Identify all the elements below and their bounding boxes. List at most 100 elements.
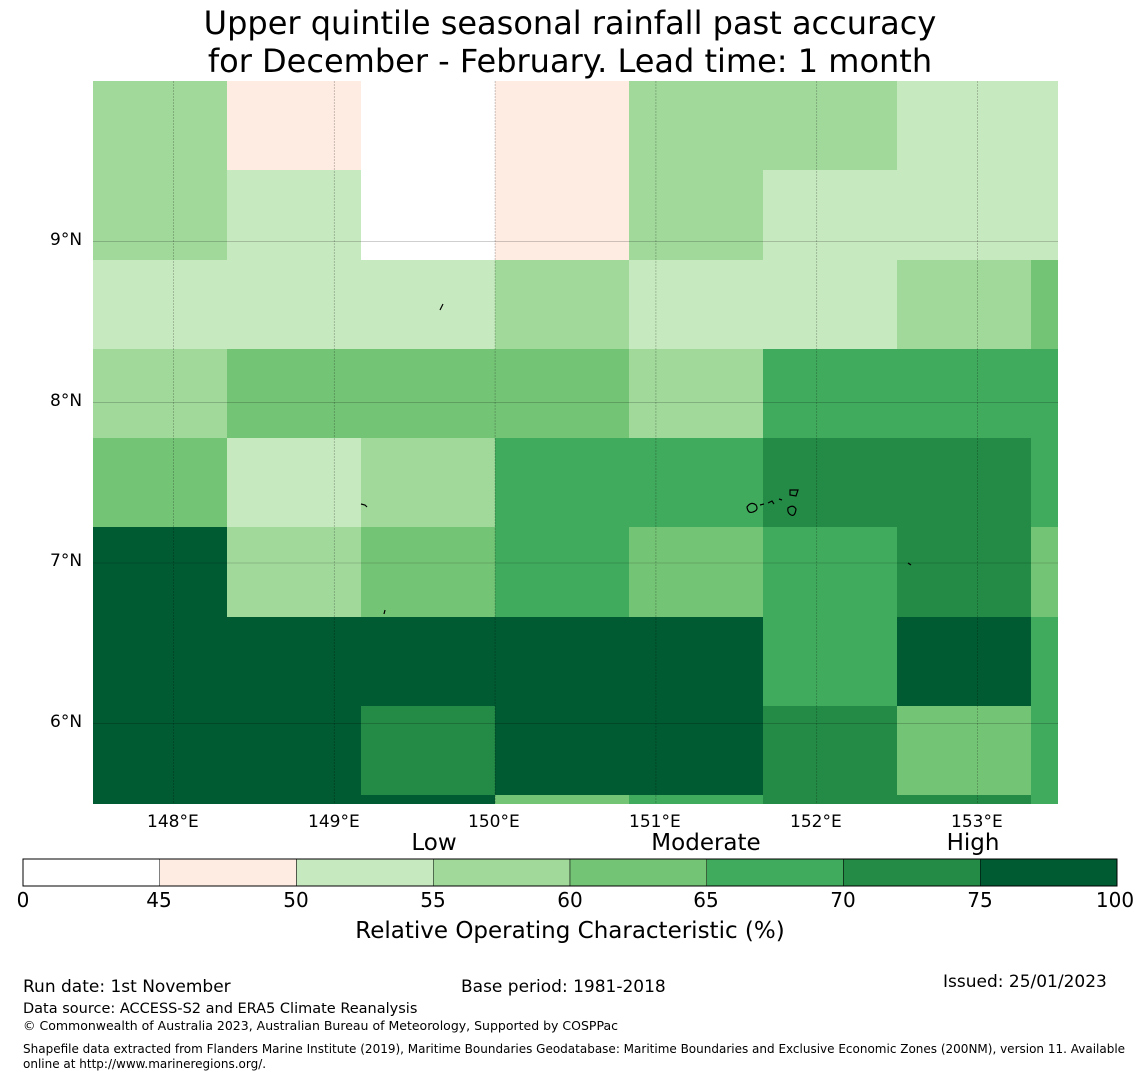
grid-cell xyxy=(361,527,495,617)
grid-cell xyxy=(495,706,629,795)
title-line-2: for December - February. Lead time: 1 mo… xyxy=(207,42,933,81)
grid-cell xyxy=(897,438,1031,527)
grid-cell xyxy=(763,527,897,617)
grid-cell xyxy=(629,349,763,438)
grid-cell xyxy=(361,706,495,795)
colorbar-tick: 60 xyxy=(557,888,583,912)
grid-cells xyxy=(93,81,1058,804)
grid-cell xyxy=(763,170,897,260)
grid-cell xyxy=(763,438,897,527)
grid-cell xyxy=(227,349,361,438)
grid-cell xyxy=(897,170,1031,260)
grid-cell xyxy=(1031,795,1058,804)
grid-cell xyxy=(495,527,629,617)
base-period: Base period: 1981-2018 xyxy=(461,977,666,997)
lat-label-8n: 8°N xyxy=(50,391,83,411)
island-outline xyxy=(778,498,783,501)
grid-cell xyxy=(93,795,227,804)
grid-cell xyxy=(629,170,763,260)
title-line-1: Upper quintile seasonal rainfall past ac… xyxy=(203,4,937,42)
grid-cell xyxy=(897,706,1031,795)
colorbar-tick: 100 xyxy=(1095,888,1135,912)
colorbar xyxy=(22,858,1118,887)
grid-cell xyxy=(629,706,763,795)
island-outlines xyxy=(360,303,912,615)
shapefile-credit-line-1: Shapefile data extracted from Flanders M… xyxy=(23,1042,1126,1056)
grid-cell xyxy=(897,617,1031,706)
lon-label-150e: 150°E xyxy=(468,812,520,832)
lat-label-6n: 6°N xyxy=(50,712,83,732)
grid-cell xyxy=(361,349,495,438)
grid-cell xyxy=(495,349,629,438)
island-outline xyxy=(787,505,797,516)
island-outline xyxy=(746,502,758,514)
grid-cell xyxy=(93,706,227,795)
category-moderate: Moderate xyxy=(651,830,761,856)
grid-cell xyxy=(763,706,897,795)
grid-cell xyxy=(629,617,763,706)
grid-cell xyxy=(1031,170,1058,260)
grid-cell xyxy=(495,170,629,260)
colorbar-frame xyxy=(22,858,1118,887)
colorbar-segment xyxy=(159,858,297,887)
grid-cell xyxy=(763,81,897,170)
colorbar-tick: 75 xyxy=(967,888,993,912)
lat-label-9n: 9°N xyxy=(50,230,83,250)
colorbar-segment xyxy=(980,858,1118,887)
lat-label-7n: 7°N xyxy=(50,551,83,571)
data-source: Data source: ACCESS-S2 and ERA5 Climate … xyxy=(23,1001,418,1017)
island-outline xyxy=(789,489,799,497)
category-low: Low xyxy=(411,830,457,856)
colorbar-segment xyxy=(296,858,434,887)
grid-cell xyxy=(1031,260,1058,349)
colorbar-tick: 65 xyxy=(693,888,719,912)
graticule xyxy=(93,81,1058,804)
grid-cell xyxy=(763,617,897,706)
lon-label-153e: 153°E xyxy=(951,812,1003,832)
shapefile-credit-line-2: online at http://www.marineregions.org/. xyxy=(23,1057,267,1071)
colorbar-segment xyxy=(843,858,981,887)
grid-cell xyxy=(629,527,763,617)
grid-cell xyxy=(93,527,227,617)
grid-cell xyxy=(897,795,1031,804)
grid-cell xyxy=(361,438,495,527)
category-high: High xyxy=(946,830,1000,856)
grid-cell xyxy=(763,795,897,804)
colorbar-tick: 70 xyxy=(830,888,856,912)
chart-title: Upper quintile seasonal rainfall past ac… xyxy=(0,4,1140,81)
grid-cell xyxy=(495,438,629,527)
colorbar-segment xyxy=(706,858,844,887)
grid-cell xyxy=(227,170,361,260)
grid-cell xyxy=(93,170,227,260)
grid-cell xyxy=(763,260,897,349)
grid-cell xyxy=(227,81,361,170)
grid-cell xyxy=(361,795,495,804)
issued-date: Issued: 25/01/2023 xyxy=(943,972,1107,992)
grid-cell xyxy=(93,81,227,170)
grid-cell xyxy=(897,81,1031,170)
grid-cell xyxy=(361,170,495,260)
grid-cell xyxy=(897,527,1031,617)
grid-cell xyxy=(1031,438,1058,527)
island-outline xyxy=(907,562,912,566)
grid-cell xyxy=(227,438,361,527)
colorbar-segment xyxy=(22,858,160,887)
grid-cell xyxy=(227,527,361,617)
lon-label-152e: 152°E xyxy=(790,812,842,832)
colorbar-title: Relative Operating Characteristic (%) xyxy=(355,918,785,944)
lon-label-151e: 151°E xyxy=(629,812,681,832)
grid-cell xyxy=(361,81,495,170)
island-outline xyxy=(360,503,368,508)
grid-cell xyxy=(227,260,361,349)
island-outline xyxy=(767,500,775,505)
colorbar-tick: 0 xyxy=(16,888,30,912)
grid-cell xyxy=(897,260,1031,349)
grid-cell xyxy=(227,617,361,706)
colorbar-segment xyxy=(569,858,707,887)
grid-cell xyxy=(93,349,227,438)
lon-label-148e: 148°E xyxy=(147,812,199,832)
grid-cell xyxy=(629,260,763,349)
lon-label-149e: 149°E xyxy=(308,812,360,832)
grid-cell xyxy=(629,438,763,527)
